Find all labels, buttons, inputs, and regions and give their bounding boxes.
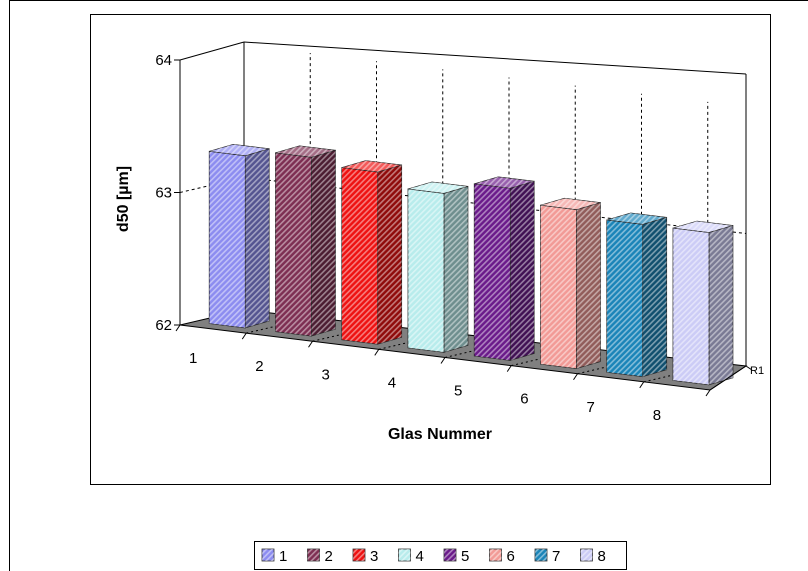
bar-top-hatch-3 [341,160,402,172]
bar-4 [407,181,469,353]
legend-label-5: 5 [461,548,469,565]
bar-front-hatch-1 [209,151,246,328]
x-tick-mark-3 [374,349,380,356]
y-tick-label-1: 63 [155,185,172,202]
x-tick-label-2: 2 [255,358,263,375]
y-tick-label-2: 64 [155,52,172,69]
x-tick-label-8: 8 [653,407,661,424]
bar-top-hatch-4 [407,181,468,194]
bar-2 [275,145,336,337]
legend-item-8: 8 [580,548,606,565]
bar-top-hatch-2 [275,145,336,158]
legend-swatch-hatch-7 [535,549,547,561]
x-tick-mark-1 [241,332,247,340]
legend-label-2: 2 [325,548,333,565]
legend-label-8: 8 [598,548,606,565]
x-tick-mark-6 [573,373,578,381]
floor-divider-6 [577,358,642,375]
left-wall-top-edge [179,41,245,61]
legend: 1 2 3 4 5 6 7 8 [261,548,606,565]
x-tick-mark-7 [639,381,645,389]
floor-divider-3 [378,333,443,350]
x-axis: 1 2 3 4 5 6 7 8 [175,324,711,424]
bar-front-hatch-6 [540,205,577,369]
legend-label-7: 7 [552,548,560,565]
floor-divider-5 [511,350,576,367]
legend-swatch-hatch-3 [353,549,365,561]
bar-7 [606,212,668,378]
y-tick-label-0: 62 [155,317,172,334]
series-axis-label: R1 [750,365,764,377]
x-tick-mark-8 [705,389,711,397]
x-tick-label-4: 4 [388,374,396,391]
floor-divider-2 [312,325,377,342]
bar-top-hatch-1 [209,144,270,156]
bar-front-hatch-3 [341,167,378,345]
y-axis: 62 63 64 [155,52,180,334]
bar-side-hatch-4 [443,186,468,353]
bar-front-hatch-5 [474,183,511,361]
x-tick-label-5: 5 [454,383,462,400]
bar-top-hatch-5 [474,176,535,189]
bar-side-hatch-2 [311,150,336,337]
bar-front-hatch-2 [275,152,312,337]
bar-top-hatch-6 [540,198,601,210]
legend-swatch-hatch-5 [444,549,456,561]
y-axis-title: d50 [µm] [115,166,132,232]
depth-axis-line [709,365,747,391]
x-tick-label-6: 6 [520,391,528,408]
x-tick-label-3: 3 [321,366,329,383]
floor-divider-7 [643,366,708,383]
legend-item-2: 2 [307,548,333,565]
bar-side-hatch-5 [510,181,535,361]
bar-8 [672,220,734,386]
x-tick-mark-5 [506,365,512,372]
bar-6 [540,197,601,370]
legend-swatch-hatch-8 [580,549,593,561]
legend-item-7: 7 [534,548,560,565]
legend-swatch-hatch-6 [489,549,502,561]
bar-side-hatch-8 [708,225,733,385]
back-wall-top-edge [243,41,747,75]
legend-item-5: 5 [443,548,469,565]
x-tick-label-1: 1 [189,350,197,367]
bars [208,143,734,386]
bar-side-hatch-7 [642,217,667,377]
legend-swatch-hatch-2 [307,549,320,561]
legend-item-3: 3 [352,548,378,565]
bar-1 [208,143,270,329]
legend-label-4: 4 [416,548,424,565]
bar-top-hatch-7 [606,212,667,225]
bar-3 [341,160,403,345]
bar-side-hatch-3 [377,164,402,345]
x-tick-mark-4 [440,357,446,364]
x-tick-mark-2 [308,340,313,348]
legend-label-1: 1 [279,548,287,565]
x-tick-label-7: 7 [586,399,594,416]
floor-divider-1 [246,317,311,334]
bar-side-hatch-1 [245,148,270,328]
bar-front-hatch-7 [606,219,643,377]
plot-area-border [90,14,771,485]
legend-swatch-hatch-4 [398,549,411,561]
bar-front-hatch-8 [672,228,709,385]
legend-item-4: 4 [398,548,424,565]
bar-front-hatch-4 [407,188,444,353]
legend-item-1: 1 [261,548,287,565]
legend-item-6: 6 [489,548,515,565]
bar-5 [473,176,535,361]
x-axis-title: Glas Nummer [388,426,492,443]
floor-divider-4 [444,342,510,358]
x-tick-mark-0 [175,324,181,332]
legend-swatch-hatch-1 [262,549,274,561]
legend-label-6: 6 [507,548,515,565]
depth-axis-tick [745,365,753,371]
bar-top-hatch-8 [672,221,733,233]
legend-label-3: 3 [370,548,378,565]
bar-side-hatch-6 [576,202,601,369]
